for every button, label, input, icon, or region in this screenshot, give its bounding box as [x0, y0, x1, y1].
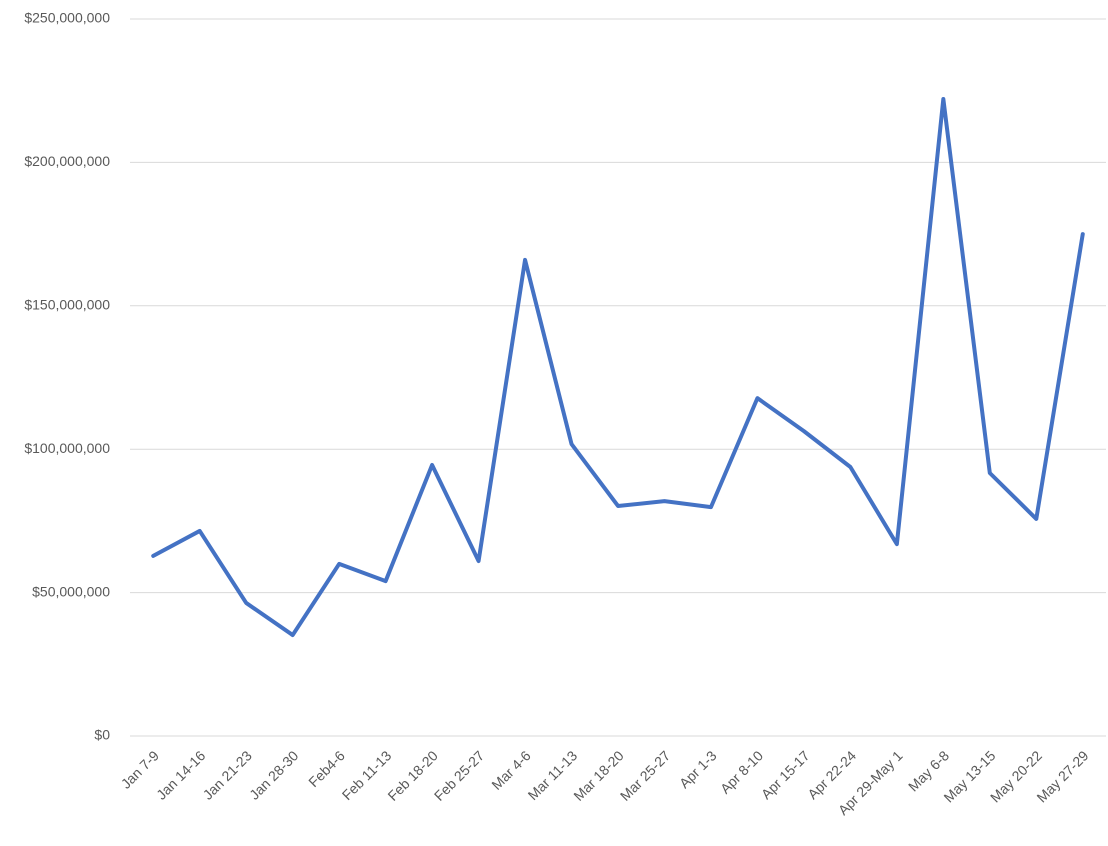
y-tick-label: $200,000,000	[24, 153, 110, 169]
x-tick-label: Jan 14-16	[153, 747, 208, 802]
x-tick-label: Mar 25-27	[617, 747, 674, 804]
y-tick-label: $50,000,000	[32, 583, 110, 599]
y-tick-label: $250,000,000	[24, 10, 110, 26]
x-tick-label: Feb 25-27	[431, 747, 488, 804]
y-tick-label: $150,000,000	[24, 297, 110, 313]
x-tick-label: Apr 15-17	[758, 747, 813, 802]
x-tick-label: Jan 21-23	[200, 747, 255, 802]
y-tick-label: $100,000,000	[24, 440, 110, 456]
x-tick-label: May 6-8	[905, 747, 952, 794]
x-tick-label: Apr 1-3	[676, 747, 720, 791]
series-line	[151, 97, 1085, 638]
x-tick-label: Jan 7-9	[118, 747, 162, 791]
y-tick-label: $0	[94, 727, 110, 743]
x-tick-label: Feb4-6	[305, 747, 348, 790]
x-tick-label: Jan 28-30	[246, 747, 301, 802]
x-tick-label: Mar 4-6	[488, 747, 534, 793]
